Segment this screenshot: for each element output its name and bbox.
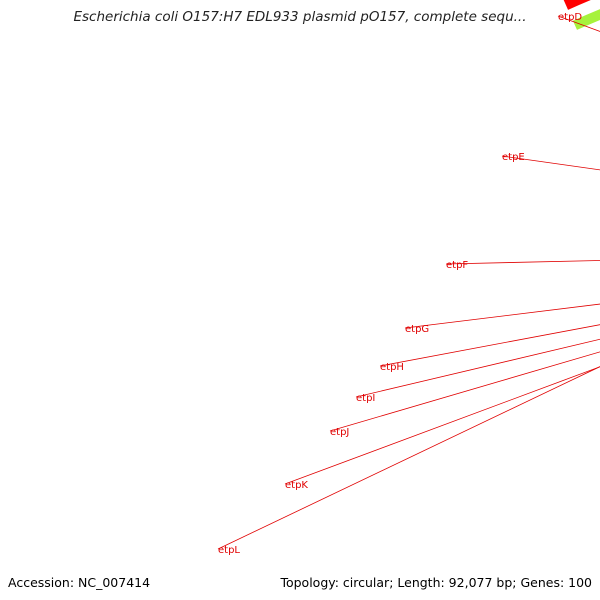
gene-label: etpJ [330, 427, 349, 438]
gene-leader-line [217, 366, 600, 550]
gene-leader-line [557, 15, 600, 32]
gene-label: etpK [285, 480, 308, 491]
topology-summary: Topology: circular; Length: 92,077 bp; G… [280, 575, 592, 590]
gene-label: etpG [405, 324, 429, 335]
gene-label: etpD [558, 12, 582, 23]
gene-label: etpI [356, 393, 375, 404]
gene-label: etpE [502, 152, 525, 163]
gene-label: etpL [218, 545, 240, 556]
map-title: Escherichia coli O157:H7 EDL933 plasmid … [73, 9, 527, 25]
gene-label: etpH [380, 362, 404, 373]
gene-label: etpF [446, 260, 468, 271]
gc-skew-track [572, 9, 600, 30]
gene-leader-line [404, 303, 600, 329]
accession-label: Accession: NC_007414 [8, 575, 151, 590]
gene-leader-line [284, 366, 600, 485]
cds-feature [563, 0, 591, 10]
gene-leader-line [355, 338, 600, 398]
gene-leader-line [445, 260, 600, 265]
gene-leader-line [379, 324, 600, 367]
gene-leader-line [329, 351, 600, 432]
